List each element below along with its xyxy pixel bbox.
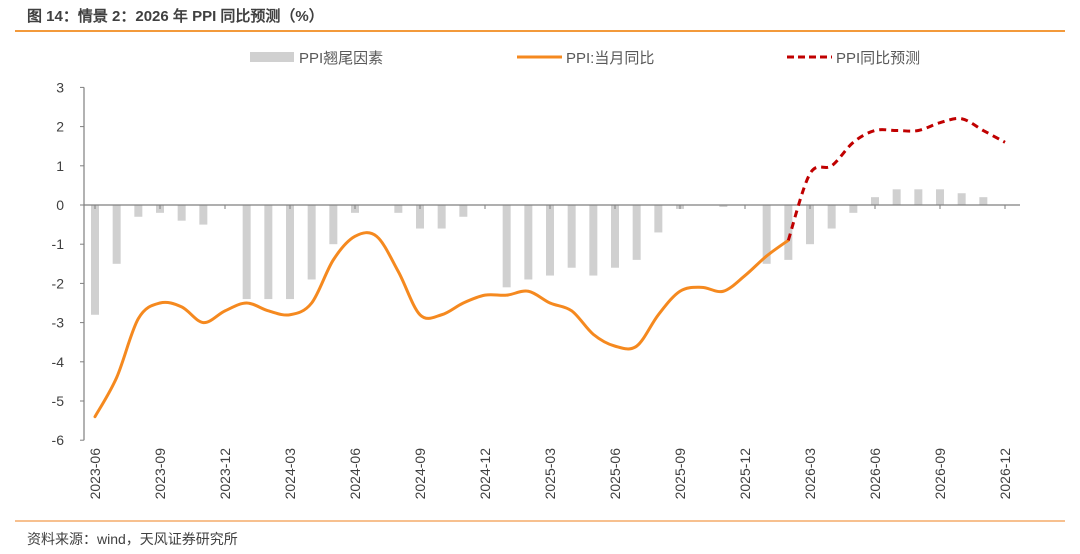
bar-2023-10 xyxy=(177,205,186,221)
bar-2026-11 xyxy=(979,197,988,205)
x-tick-label: 2025-12 xyxy=(737,448,753,500)
bar-2025-07 xyxy=(632,205,641,260)
y-tick-label: 1 xyxy=(56,158,64,174)
bar-2026-03 xyxy=(806,205,814,245)
x-tick-label: 2026-09 xyxy=(932,448,948,500)
y-tick-label: 0 xyxy=(56,197,64,213)
bar-2025-11 xyxy=(719,205,728,207)
bar-2024-01 xyxy=(242,205,251,300)
y-tick-label: -5 xyxy=(52,393,65,409)
legend-label-bar: PPI翘尾因素 xyxy=(299,50,383,67)
x-tick-label: 2024-09 xyxy=(412,448,428,500)
bar-2025-01 xyxy=(502,205,511,288)
bar-2026-06 xyxy=(871,197,879,205)
bar-2023-07 xyxy=(112,205,121,264)
bar-2025-06 xyxy=(611,205,619,268)
bar-2023-06 xyxy=(91,205,99,315)
bar-2026-04 xyxy=(827,205,836,229)
x-tick-label: 2026-06 xyxy=(867,448,883,500)
bar-2025-03 xyxy=(546,205,554,276)
x-tick-label: 2026-03 xyxy=(802,448,818,500)
x-tick-label: 2024-03 xyxy=(282,448,298,500)
bar-2026-02 xyxy=(784,205,793,260)
y-tick-label: -1 xyxy=(52,236,65,252)
bar-2023-08 xyxy=(134,205,143,217)
y-tick-label: -2 xyxy=(52,275,65,291)
bar-2026-05 xyxy=(849,205,858,213)
legend-swatch-bar xyxy=(250,52,294,62)
y-tick-label: 2 xyxy=(56,119,64,135)
x-tick-label: 2025-03 xyxy=(542,448,558,500)
bar-2026-01 xyxy=(762,205,771,264)
legend-label-actual: PPI:当月同比 xyxy=(566,50,654,67)
bar-2025-05 xyxy=(589,205,598,276)
line-ppi-actual xyxy=(93,231,790,419)
source-note: 资料来源：wind，天风证券研究所 xyxy=(27,531,238,547)
bar-2024-11 xyxy=(459,205,468,217)
x-tick-label: 2023-09 xyxy=(152,448,168,500)
bar-2024-09 xyxy=(416,205,424,229)
bar-2024-04 xyxy=(307,205,316,280)
bar-2025-08 xyxy=(654,205,663,233)
bar-2024-08 xyxy=(394,205,403,213)
line-ppi-forecast xyxy=(786,116,1006,241)
x-tick-label: 2023-06 xyxy=(87,448,103,500)
x-tick-label: 2025-09 xyxy=(672,448,688,500)
bar-2024-10 xyxy=(437,205,446,229)
footer-divider xyxy=(15,520,1065,522)
bar-2024-05 xyxy=(329,205,338,245)
bar-2024-02 xyxy=(264,205,273,300)
x-tick-label: 2024-06 xyxy=(347,448,363,500)
bar-2026-08 xyxy=(914,189,923,205)
bar-2026-10 xyxy=(957,193,966,205)
bar-2025-04 xyxy=(567,205,576,268)
bar-2024-03 xyxy=(286,205,294,300)
bar-2025-02 xyxy=(524,205,533,280)
y-tick-label: -6 xyxy=(52,432,65,448)
y-tick-label: 3 xyxy=(56,79,64,95)
bar-2026-07 xyxy=(892,189,901,205)
y-tick-label: -3 xyxy=(52,315,65,331)
bar-2026-09 xyxy=(936,189,944,205)
x-tick-label: 2025-06 xyxy=(607,448,623,500)
bar-2023-11 xyxy=(199,205,208,225)
x-tick-label: 2023-12 xyxy=(217,448,233,500)
figure-title: 图 14：情景 2：2026 年 PPI 同比预测（%） xyxy=(27,8,324,25)
legend-label-forecast: PPI同比预测 xyxy=(836,50,920,67)
title-divider xyxy=(15,30,1065,32)
x-tick-label: 2026-12 xyxy=(997,448,1013,500)
x-tick-label: 2024-12 xyxy=(477,448,493,500)
y-tick-label: -4 xyxy=(52,354,65,370)
